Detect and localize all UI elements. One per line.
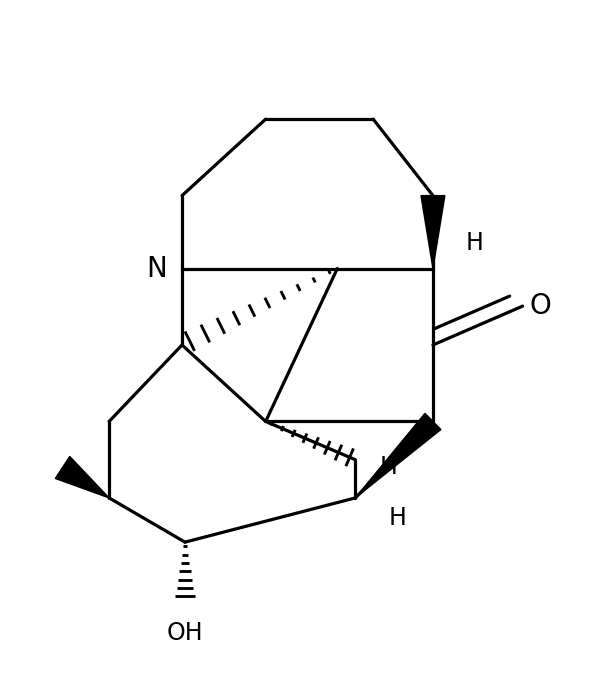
Text: H: H <box>379 456 397 479</box>
Text: O: O <box>529 292 551 320</box>
Text: H: H <box>388 506 406 530</box>
Polygon shape <box>421 196 445 268</box>
Polygon shape <box>355 414 441 498</box>
Text: OH: OH <box>166 621 203 645</box>
Text: N: N <box>147 254 167 283</box>
Text: H: H <box>466 231 484 256</box>
Polygon shape <box>55 456 109 498</box>
